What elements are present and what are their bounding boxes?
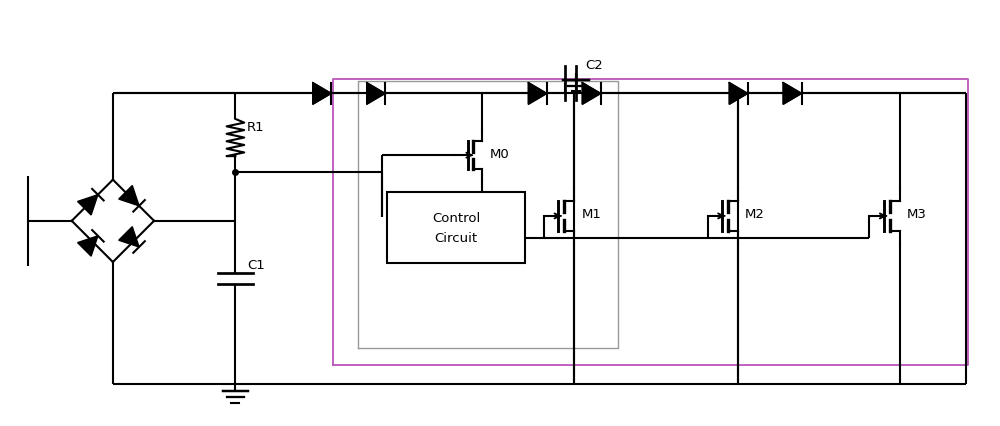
Text: M1: M1 <box>581 208 601 221</box>
Text: C2: C2 <box>585 59 603 72</box>
Text: M2: M2 <box>745 208 765 221</box>
Polygon shape <box>528 83 547 105</box>
Polygon shape <box>729 83 748 105</box>
Text: M3: M3 <box>907 208 927 221</box>
Polygon shape <box>582 83 601 105</box>
Text: C1: C1 <box>247 259 265 272</box>
Polygon shape <box>119 186 139 206</box>
Polygon shape <box>367 83 385 105</box>
Polygon shape <box>119 227 139 248</box>
Polygon shape <box>313 83 331 105</box>
Polygon shape <box>78 195 98 216</box>
FancyBboxPatch shape <box>387 193 524 263</box>
Text: M0: M0 <box>489 147 509 160</box>
Text: Circuit: Circuit <box>434 231 477 245</box>
Polygon shape <box>78 236 98 256</box>
Text: Control: Control <box>432 212 480 225</box>
Polygon shape <box>783 83 802 105</box>
Text: R1: R1 <box>247 121 265 133</box>
